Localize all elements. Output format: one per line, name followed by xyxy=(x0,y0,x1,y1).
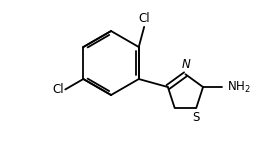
Text: Cl: Cl xyxy=(138,12,150,25)
Text: Cl: Cl xyxy=(52,83,64,96)
Text: NH$_2$: NH$_2$ xyxy=(227,79,251,95)
Text: N: N xyxy=(182,58,190,71)
Text: S: S xyxy=(193,111,200,124)
